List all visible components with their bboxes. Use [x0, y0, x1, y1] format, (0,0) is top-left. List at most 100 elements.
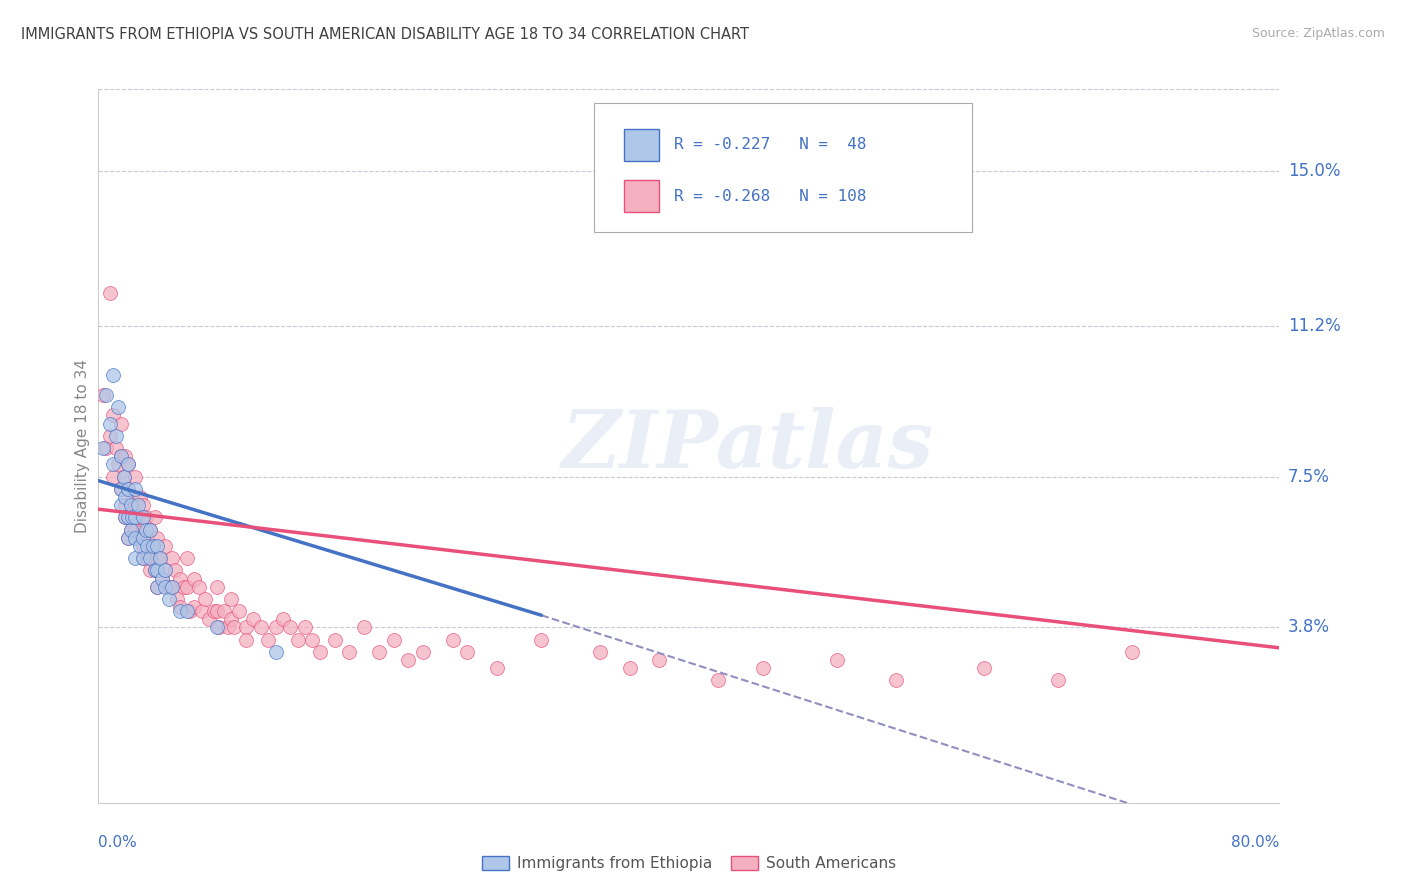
Point	[1046, 673, 1069, 688]
Point	[382, 632, 405, 647]
Point	[103, 368, 125, 382]
Point	[212, 604, 235, 618]
Point	[183, 600, 205, 615]
Text: R = -0.227   N =  48: R = -0.227 N = 48	[673, 137, 866, 153]
Text: IMMIGRANTS FROM ETHIOPIA VS SOUTH AMERICAN DISABILITY AGE 18 TO 34 CORRELATION C: IMMIGRANTS FROM ETHIOPIA VS SOUTH AMERIC…	[21, 27, 749, 42]
Point	[287, 632, 309, 647]
Point	[187, 580, 209, 594]
Point	[117, 458, 139, 472]
Point	[149, 551, 172, 566]
Point	[124, 510, 146, 524]
Point	[107, 458, 129, 472]
Point	[143, 563, 166, 577]
Point	[589, 645, 612, 659]
Point	[124, 498, 146, 512]
Point	[110, 482, 132, 496]
Point	[707, 673, 730, 688]
Point	[146, 580, 169, 594]
Point	[530, 632, 553, 647]
Text: Source: ZipAtlas.com: Source: ZipAtlas.com	[1251, 27, 1385, 40]
Point	[194, 591, 217, 606]
Point	[98, 417, 121, 431]
Point	[107, 401, 129, 415]
Text: 80.0%: 80.0%	[1232, 836, 1279, 850]
Point	[751, 661, 773, 675]
Point	[146, 531, 169, 545]
Point	[114, 498, 136, 512]
Point	[191, 604, 214, 618]
Point	[136, 551, 159, 566]
Point	[162, 580, 183, 594]
Point	[110, 417, 132, 431]
Point	[162, 551, 183, 566]
Point	[146, 563, 169, 577]
Point	[114, 510, 136, 524]
Point	[91, 388, 114, 402]
Point	[169, 600, 191, 615]
Point	[202, 604, 225, 618]
Point	[619, 661, 641, 675]
Point	[153, 580, 176, 594]
Text: 3.8%: 3.8%	[1288, 618, 1330, 637]
Point	[139, 523, 162, 537]
Point	[301, 632, 323, 647]
Point	[150, 572, 173, 586]
Point	[219, 591, 242, 606]
Point	[120, 523, 142, 537]
Point	[337, 645, 360, 659]
Point	[132, 523, 155, 537]
Point	[124, 551, 146, 566]
Point	[176, 604, 198, 618]
Point	[127, 510, 149, 524]
Point	[143, 510, 166, 524]
Point	[353, 620, 375, 634]
Point	[135, 523, 157, 537]
Point	[205, 620, 228, 634]
Point	[112, 469, 135, 483]
Point	[150, 572, 173, 586]
Point	[217, 620, 239, 634]
Point	[250, 620, 273, 634]
Point	[117, 482, 139, 496]
Point	[486, 661, 509, 675]
Point	[105, 429, 128, 443]
Point	[146, 539, 169, 553]
Point	[176, 551, 198, 566]
Point	[441, 632, 464, 647]
Point	[114, 490, 136, 504]
Point	[139, 523, 162, 537]
Point	[173, 580, 195, 594]
Point	[219, 612, 242, 626]
Point	[208, 620, 231, 634]
Point	[136, 531, 159, 545]
Point	[105, 441, 128, 455]
Point	[205, 604, 228, 618]
Text: 11.2%: 11.2%	[1288, 317, 1340, 334]
Point	[169, 572, 191, 586]
Point	[1121, 645, 1143, 659]
Point	[110, 498, 132, 512]
Point	[176, 580, 198, 594]
Point	[103, 458, 125, 472]
Point	[224, 620, 246, 634]
Y-axis label: Disability Age 18 to 34: Disability Age 18 to 34	[75, 359, 90, 533]
Point	[825, 653, 848, 667]
Text: R = -0.268   N = 108: R = -0.268 N = 108	[673, 189, 866, 203]
Point	[264, 620, 287, 634]
Point	[128, 490, 150, 504]
Point	[136, 539, 159, 553]
Point	[139, 563, 162, 577]
Point	[132, 539, 155, 553]
Point	[264, 645, 287, 659]
Point	[114, 449, 136, 463]
Point	[169, 604, 191, 618]
Point	[94, 441, 117, 455]
Point	[124, 469, 146, 483]
Point	[884, 673, 907, 688]
Point	[149, 551, 172, 566]
Point	[124, 531, 146, 545]
Point	[257, 632, 280, 647]
Point	[120, 523, 142, 537]
Point	[162, 580, 183, 594]
Point	[117, 482, 139, 496]
